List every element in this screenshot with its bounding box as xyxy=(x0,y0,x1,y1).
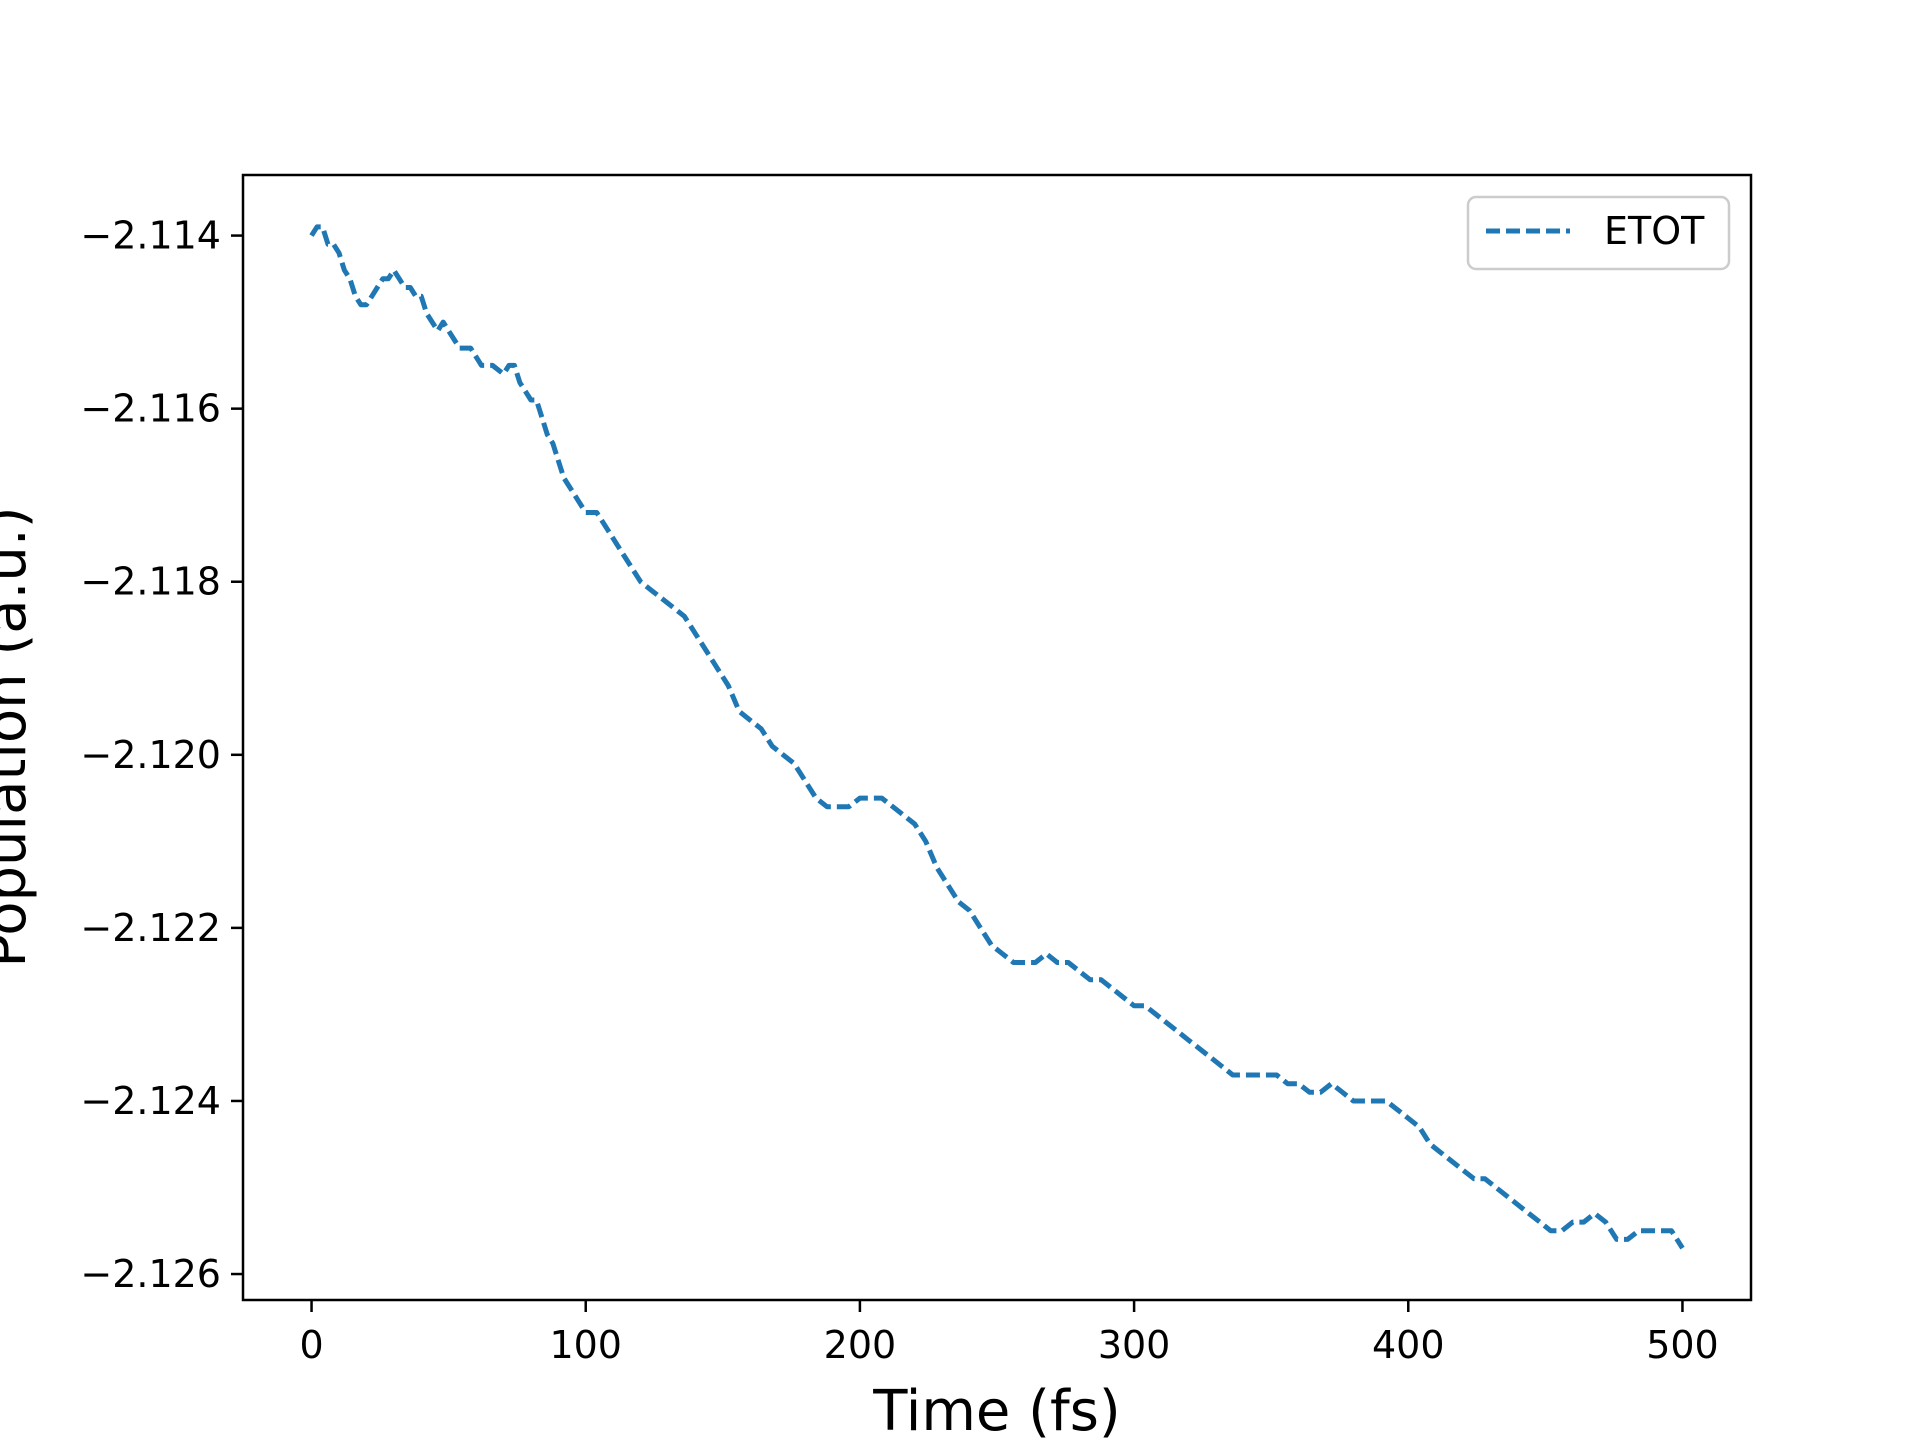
y-tick-label: −2.114 xyxy=(80,214,221,258)
y-tick-label: −2.120 xyxy=(80,733,221,777)
legend-box xyxy=(1466,195,1731,271)
x-tick-label: 500 xyxy=(1646,1323,1719,1367)
series-line-etot xyxy=(309,224,1685,1250)
x-tick-label: 0 xyxy=(299,1323,323,1367)
x-axis-label: Time (fs) xyxy=(872,1379,1120,1440)
x-tick-label: 400 xyxy=(1372,1323,1445,1367)
x-tick-label: 300 xyxy=(1098,1323,1171,1367)
y-tick-label: −2.122 xyxy=(80,906,221,950)
legend: ETOT xyxy=(1466,195,1731,271)
y-axis-label: Population (a.u.) xyxy=(0,506,39,967)
legend-label-etot: ETOT xyxy=(1604,209,1705,253)
x-tick-label: 100 xyxy=(549,1323,622,1367)
x-tick-label: 200 xyxy=(824,1323,897,1367)
y-tick-label: −2.116 xyxy=(80,387,221,431)
y-tick-label: −2.124 xyxy=(80,1079,221,1123)
y-tick-label: −2.118 xyxy=(80,560,221,604)
plot-frame xyxy=(241,173,1753,1302)
y-tick-label: −2.126 xyxy=(80,1252,221,1296)
